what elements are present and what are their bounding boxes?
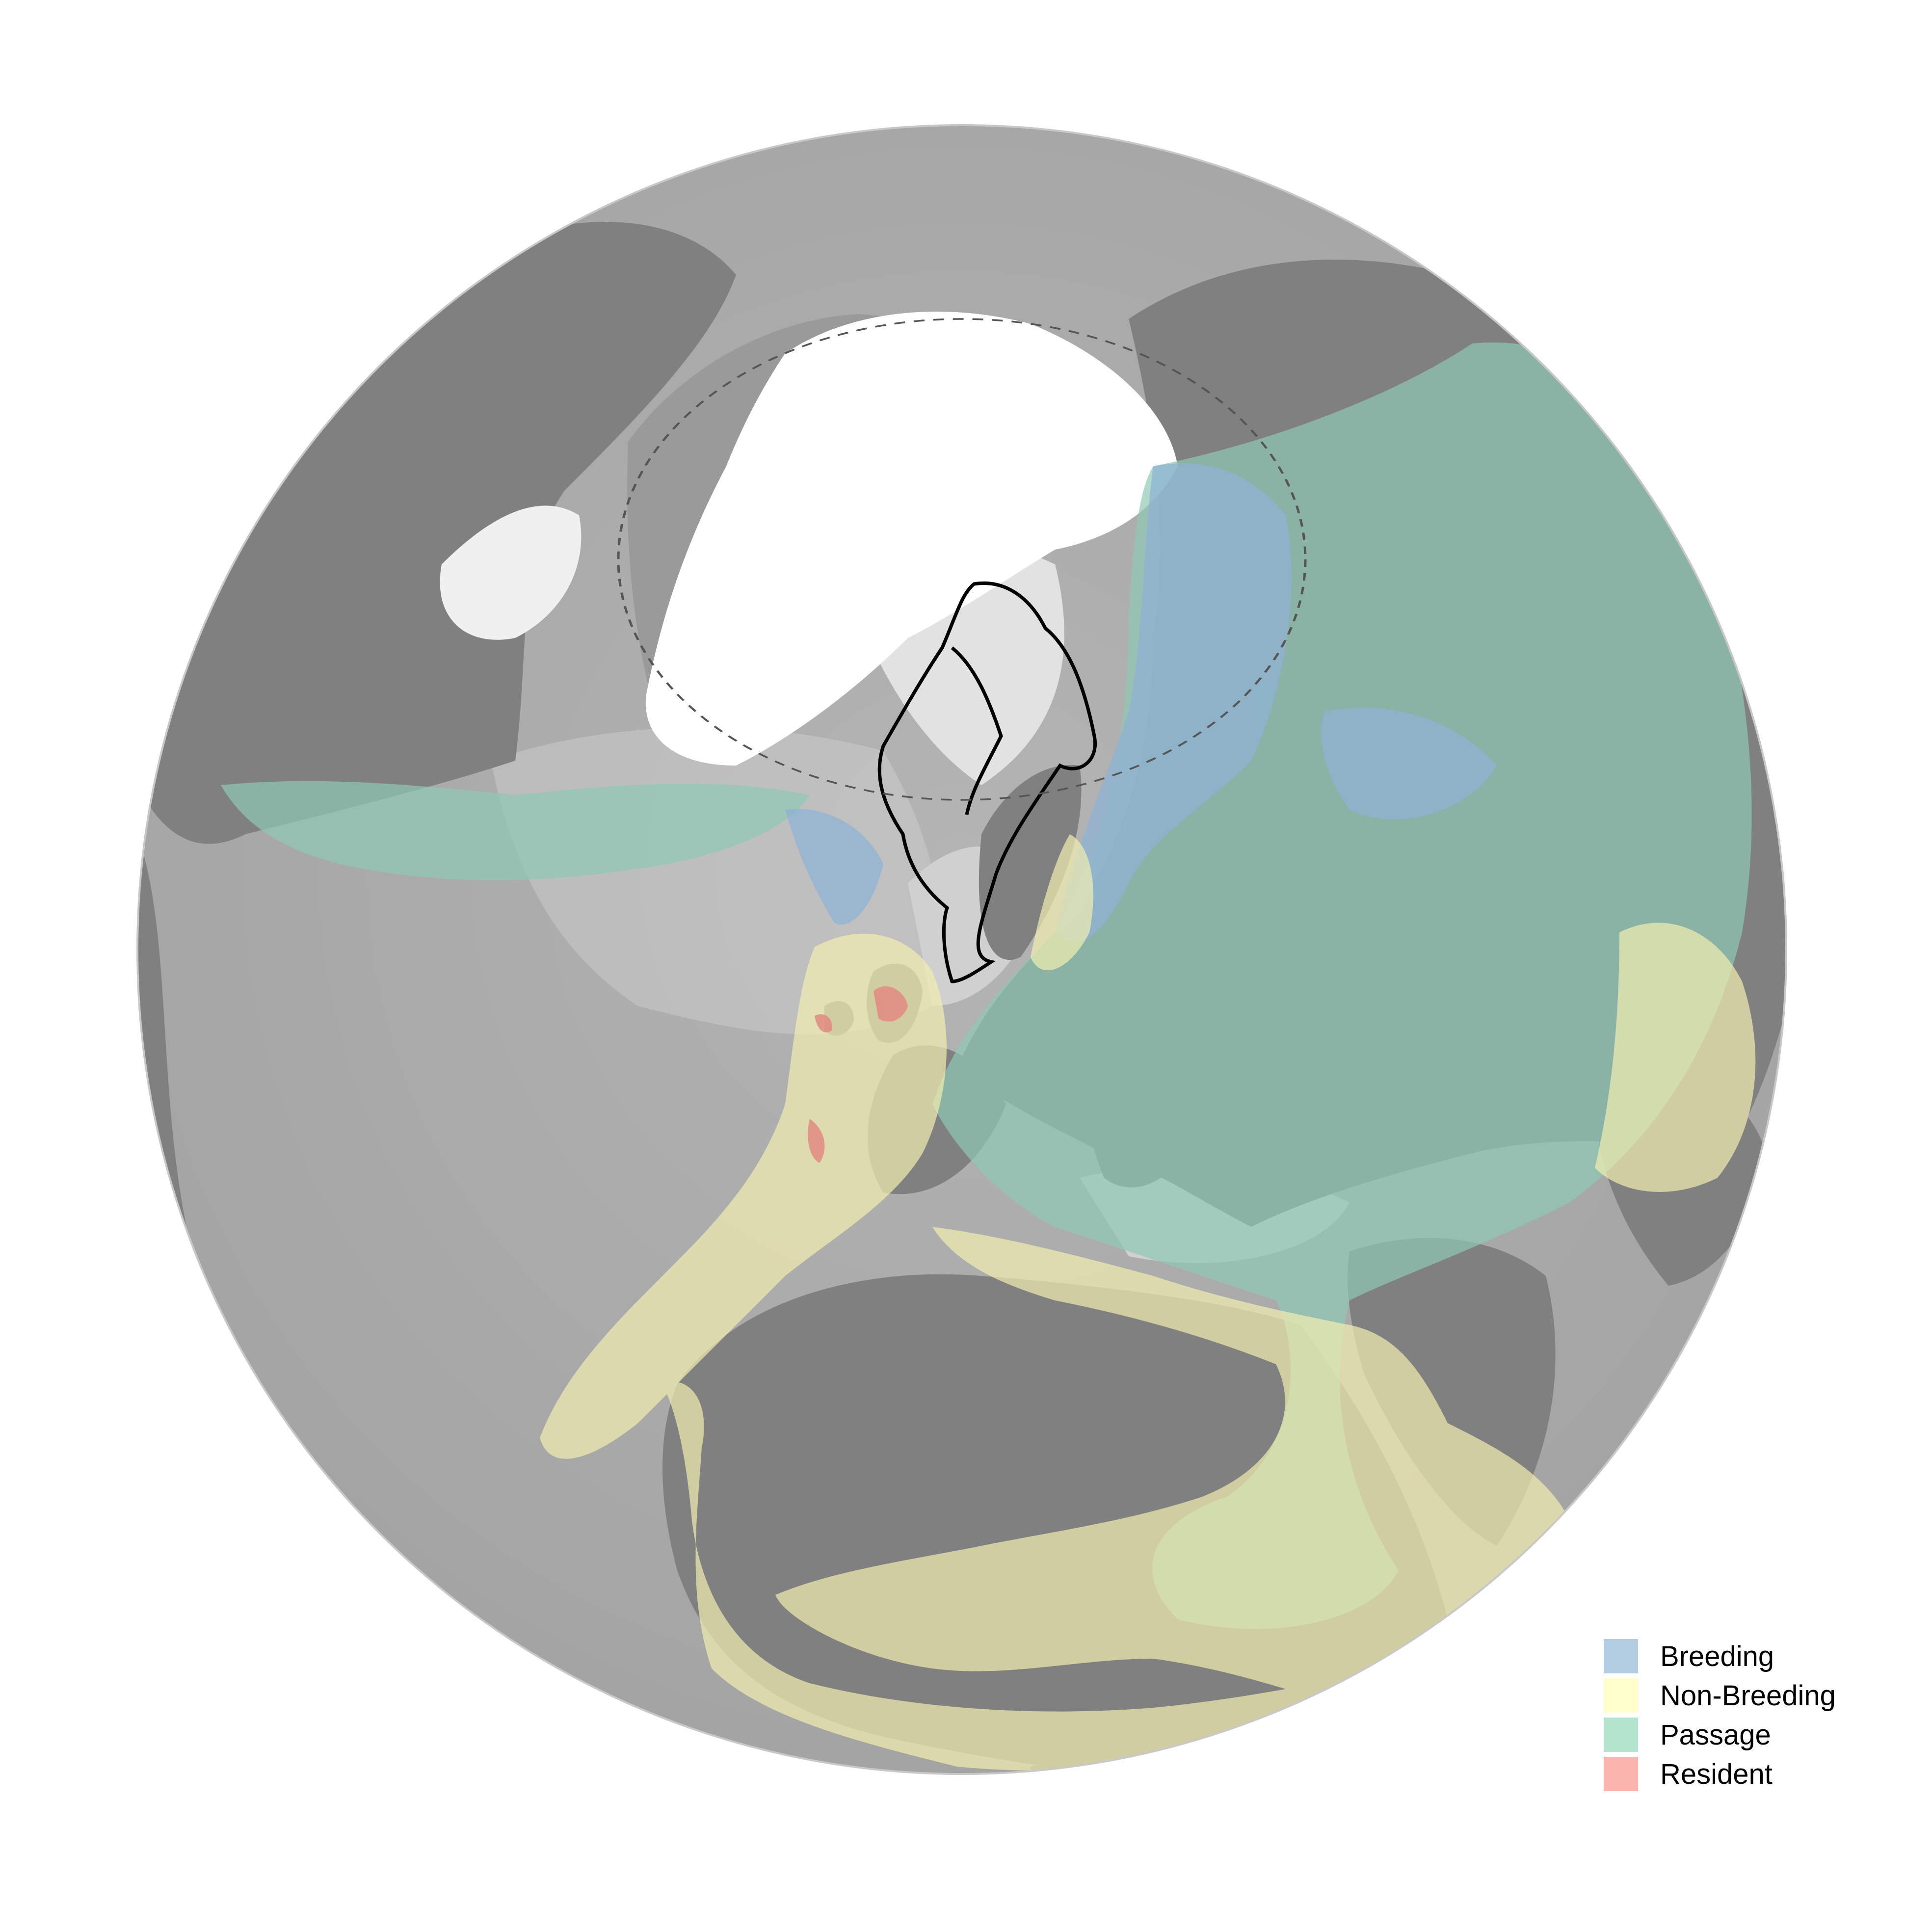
legend-swatch	[1604, 1639, 1638, 1673]
globe-outline	[136, 124, 1787, 1775]
land-north-america	[137, 222, 736, 844]
globe	[137, 125, 1786, 1774]
legend: Breeding Non-Breeding Passage Resident	[1604, 1639, 1836, 1791]
study-area-outline	[877, 582, 1097, 983]
legend-label: Breeding	[1660, 1641, 1774, 1672]
arctic-circle	[617, 318, 1307, 801]
legend-label: Passage	[1660, 1719, 1771, 1751]
range-non-breeding	[540, 834, 1756, 1771]
legend-label: Non-Breeding	[1660, 1680, 1836, 1712]
legend-swatch	[1604, 1718, 1638, 1752]
range-resident	[808, 986, 908, 1163]
legend-swatch	[1604, 1678, 1638, 1713]
arctic-ice	[645, 312, 1178, 766]
legend-swatch	[1604, 1757, 1638, 1791]
legend-label: Resident	[1660, 1758, 1773, 1790]
range-breeding	[785, 463, 1497, 942]
